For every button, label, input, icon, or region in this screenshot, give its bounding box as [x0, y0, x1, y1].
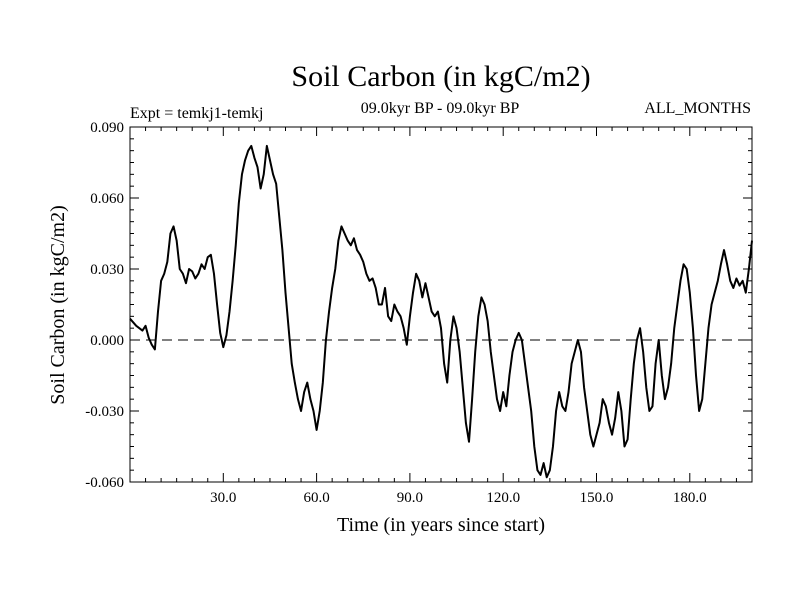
x-tick-label: 30.0: [210, 490, 236, 506]
y-tick-label: 0.060: [90, 191, 124, 207]
x-tick-label: 90.0: [397, 490, 423, 506]
x-tick-label: 180.0: [673, 490, 707, 506]
plot-frame: [129, 126, 753, 483]
plot-area: 30.0 60.0 90.0 120.0 150.0 180.0 -0.060 -0.030 0…: [85, 120, 753, 506]
y-tick-label: -0.030: [85, 404, 124, 420]
x-tick-label: 150.0: [580, 490, 614, 506]
x-tick-label: 120.0: [486, 490, 520, 506]
y-tick-label: -0.060: [85, 475, 124, 491]
months-label: ALL_MONTHS: [644, 100, 751, 117]
y-tick-label: 0.090: [90, 120, 124, 136]
x-axis-label: Time (in years since start): [337, 514, 545, 536]
x-tick-label: 60.0: [303, 490, 329, 506]
series-line: [129, 144, 753, 479]
y-tick-label: 0.000: [90, 333, 124, 349]
y-axis-label: Soil Carbon (in kgC/m2): [47, 205, 69, 404]
y-tick-label: 0.030: [90, 262, 124, 278]
experiment-label: Expt = temkj1-temkj: [130, 105, 263, 122]
chart-subtitle: 09.0kyr BP - 09.0kyr BP: [361, 100, 520, 117]
chart-title: Soil Carbon (in kgC/m2): [291, 60, 590, 93]
